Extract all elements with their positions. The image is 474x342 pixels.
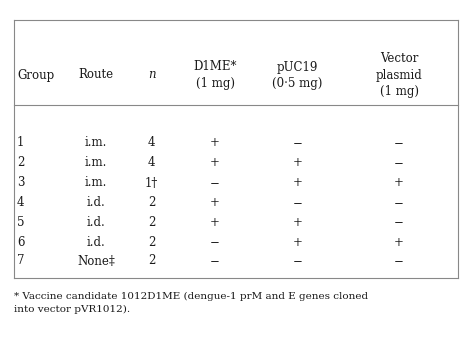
Text: +: + (394, 176, 404, 189)
Text: −: − (292, 254, 302, 267)
Text: −: − (394, 254, 404, 267)
Text: +: + (292, 176, 302, 189)
Text: +: + (210, 157, 220, 170)
Text: −: − (394, 157, 404, 170)
Text: −: − (210, 236, 220, 249)
Text: D1ME*
(1 mg): D1ME* (1 mg) (193, 61, 237, 90)
Text: None‡: None‡ (77, 254, 115, 267)
Text: * Vaccine candidate 1012D1ME (dengue-1 prM and E genes cloned: * Vaccine candidate 1012D1ME (dengue-1 p… (14, 292, 368, 301)
Text: −: − (292, 197, 302, 210)
Text: +: + (210, 197, 220, 210)
Text: +: + (210, 136, 220, 149)
Text: 7: 7 (17, 254, 25, 267)
Text: 2: 2 (148, 197, 155, 210)
Text: 3: 3 (17, 176, 25, 189)
Text: Vector
plasmid
(1 mg): Vector plasmid (1 mg) (375, 53, 422, 97)
Text: 2: 2 (148, 236, 155, 249)
Text: +: + (394, 236, 404, 249)
Text: 2: 2 (148, 254, 155, 267)
Text: i.d.: i.d. (87, 236, 105, 249)
Text: +: + (292, 157, 302, 170)
Text: +: + (292, 236, 302, 249)
Text: i.m.: i.m. (85, 176, 107, 189)
Text: −: − (394, 197, 404, 210)
Text: −: − (394, 215, 404, 228)
Text: i.m.: i.m. (85, 136, 107, 149)
Text: 5: 5 (17, 215, 25, 228)
Text: +: + (210, 215, 220, 228)
Text: +: + (292, 215, 302, 228)
Text: 4: 4 (17, 197, 25, 210)
Text: i.d.: i.d. (87, 197, 105, 210)
Text: n: n (148, 68, 155, 81)
Text: into vector pVR1012).: into vector pVR1012). (14, 305, 130, 314)
Text: 2: 2 (148, 215, 155, 228)
Text: i.d.: i.d. (87, 215, 105, 228)
Text: Group: Group (17, 68, 54, 81)
Text: 1†: 1† (145, 176, 158, 189)
Text: i.m.: i.m. (85, 157, 107, 170)
Text: −: − (394, 136, 404, 149)
Text: pUC19
(0·5 mg): pUC19 (0·5 mg) (272, 61, 323, 90)
Text: Route: Route (78, 68, 114, 81)
Text: 6: 6 (17, 236, 25, 249)
Text: 4: 4 (148, 157, 155, 170)
Text: −: − (292, 136, 302, 149)
Text: 1: 1 (17, 136, 24, 149)
Text: −: − (210, 254, 220, 267)
Text: 4: 4 (148, 136, 155, 149)
Text: −: − (210, 176, 220, 189)
Text: 2: 2 (17, 157, 24, 170)
